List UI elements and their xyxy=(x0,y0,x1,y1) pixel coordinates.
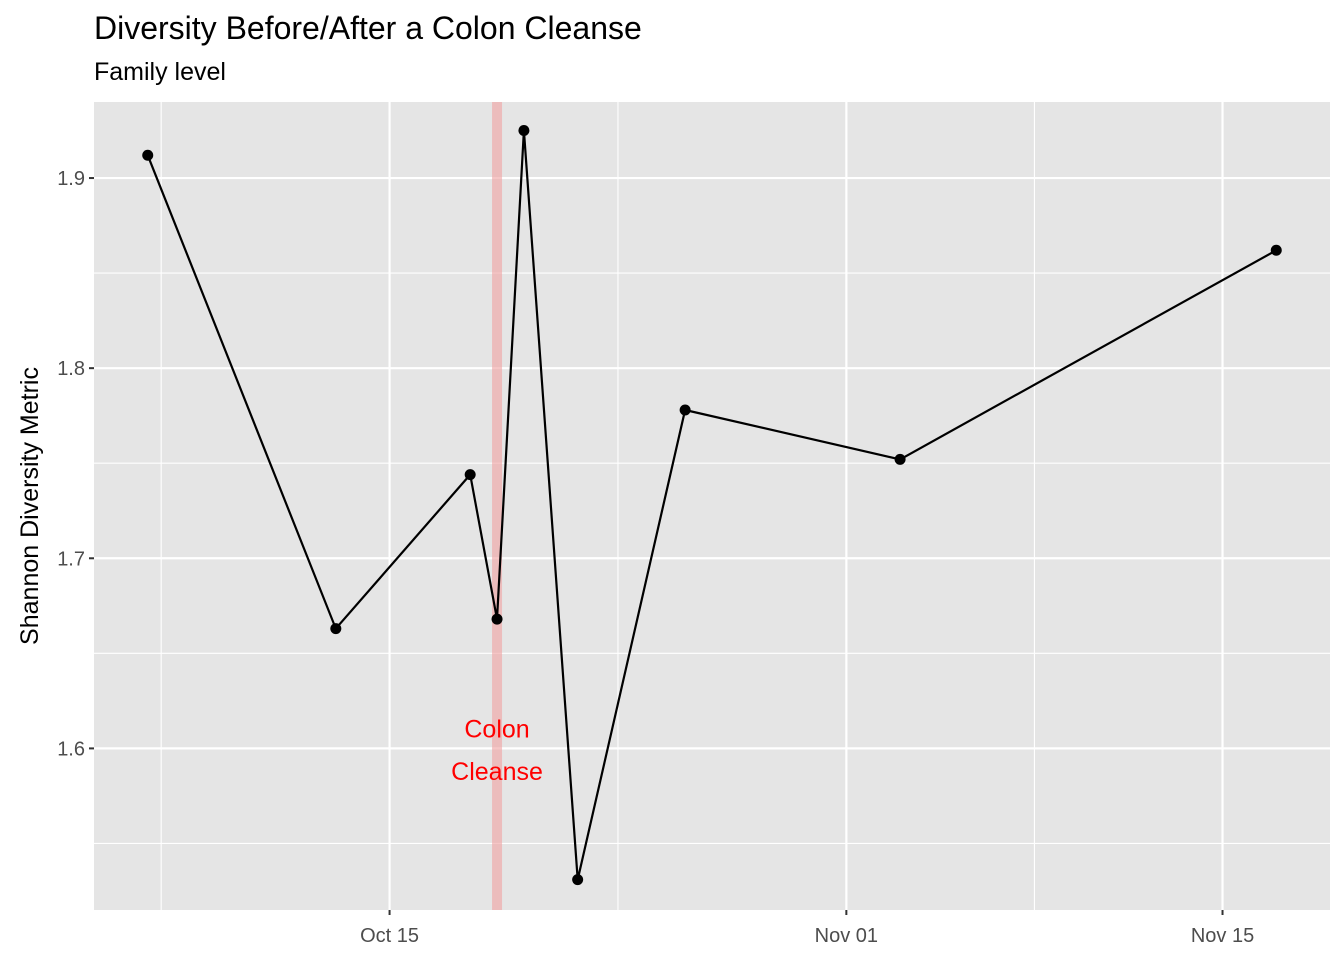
x-tick-label: Oct 15 xyxy=(360,925,419,947)
data-point xyxy=(330,623,342,635)
cleanse-band xyxy=(492,102,503,910)
data-point xyxy=(572,874,584,886)
chart-title: Diversity Before/After a Colon Cleanse xyxy=(94,10,642,46)
y-tick-label: 1.6 xyxy=(57,738,85,760)
data-point xyxy=(1270,244,1282,256)
x-tick-label: Nov 15 xyxy=(1191,925,1254,947)
data-point xyxy=(679,404,691,416)
data-point xyxy=(894,453,906,465)
data-point xyxy=(518,125,530,137)
data-point xyxy=(491,613,503,625)
annotation-line1: Colon xyxy=(464,715,529,743)
cleanse-annotation: Colon Cleanse xyxy=(451,715,543,786)
plot-panel xyxy=(94,102,1330,910)
y-tick-label: 1.8 xyxy=(57,358,85,380)
annotation-line2: Cleanse xyxy=(451,758,543,786)
x-axis-ticks: Oct 15 Nov 01 Nov 15 xyxy=(360,910,1254,947)
major-grid xyxy=(94,102,1330,910)
y-axis-title: Shannon Diversity Metric xyxy=(16,367,44,645)
y-tick-label: 1.7 xyxy=(57,548,85,570)
data-points xyxy=(142,125,1282,886)
y-tick-label: 1.9 xyxy=(57,168,85,190)
minor-grid xyxy=(94,102,1330,910)
data-point xyxy=(464,469,476,481)
chart-subtitle: Family level xyxy=(94,58,226,86)
data-point xyxy=(142,149,154,161)
y-axis-ticks: 1.6 1.7 1.8 1.9 xyxy=(57,168,94,760)
x-tick-label: Nov 01 xyxy=(815,925,878,947)
